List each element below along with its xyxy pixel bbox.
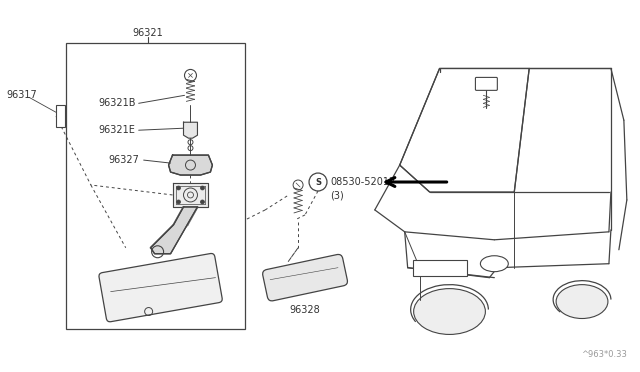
Text: 96328: 96328	[290, 305, 321, 315]
Circle shape	[200, 200, 204, 204]
Text: 08530-52012: 08530-52012	[330, 177, 396, 187]
Ellipse shape	[556, 285, 608, 318]
Text: 96317: 96317	[6, 90, 37, 100]
Polygon shape	[184, 122, 198, 138]
Polygon shape	[173, 183, 209, 207]
FancyBboxPatch shape	[56, 105, 65, 127]
Text: S: S	[315, 177, 321, 186]
Text: 96321: 96321	[132, 28, 163, 38]
FancyBboxPatch shape	[413, 260, 467, 276]
Text: 96327: 96327	[109, 155, 140, 165]
Polygon shape	[150, 207, 198, 254]
Text: 96321B: 96321B	[99, 98, 136, 108]
Ellipse shape	[481, 256, 508, 272]
Circle shape	[177, 200, 180, 204]
Circle shape	[177, 186, 180, 190]
Ellipse shape	[413, 289, 485, 334]
Circle shape	[200, 186, 204, 190]
Bar	[66, 42, 245, 330]
FancyBboxPatch shape	[476, 77, 497, 90]
FancyBboxPatch shape	[262, 254, 348, 301]
Text: (3): (3)	[330, 191, 344, 201]
FancyBboxPatch shape	[99, 253, 222, 322]
Polygon shape	[168, 155, 212, 175]
Text: ^963*0.33: ^963*0.33	[581, 350, 627, 359]
Text: 96321E: 96321E	[99, 125, 136, 135]
